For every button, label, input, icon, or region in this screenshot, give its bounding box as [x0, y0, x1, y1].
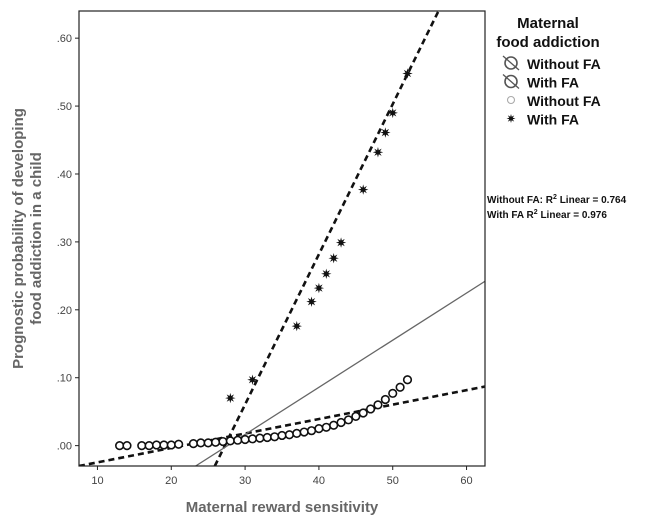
point-with-fa — [380, 127, 391, 138]
point-without-fa — [395, 382, 405, 392]
point-without-fa — [358, 408, 368, 418]
y-tick-label: .60 — [57, 33, 72, 45]
x-tick-label: 60 — [460, 475, 472, 487]
point-with-fa — [313, 282, 325, 294]
r-squared-label: Without FA: R2 Linear = 0.764 — [487, 194, 627, 206]
point-without-fa — [402, 375, 413, 385]
point-without-fa — [174, 439, 184, 449]
y-axis-title-line-1: Prognostic probability of developing — [10, 108, 27, 369]
r-squared-label: With FA R2 Linear = 0.976 — [487, 209, 607, 221]
y-tick-label: .00 — [57, 441, 72, 453]
legend-marker-line-icon — [502, 74, 520, 89]
x-axis-title: Maternal reward sensitivity — [186, 499, 379, 516]
point-without-fa — [203, 438, 213, 448]
point-without-fa — [284, 430, 294, 440]
point-with-fa — [402, 68, 413, 79]
legend-marker-line-icon — [502, 55, 520, 71]
point-without-fa — [233, 435, 243, 445]
y-tick-label: .50 — [57, 101, 72, 113]
legend: Maternal food addiction Without FA With F… — [496, 15, 600, 128]
r-squared-annotations: Without FA: R2 Linear = 0.764 With FA R2 … — [487, 194, 627, 221]
point-without-fa — [247, 434, 258, 444]
x-tick-label: 40 — [313, 475, 325, 487]
legend-entry: With FA — [506, 112, 579, 128]
point-without-fa — [218, 436, 228, 447]
y-axis-title-line-2: food addiction in a child — [28, 152, 45, 325]
legend-label: Without FA — [527, 93, 601, 109]
fit-line-without-fa — [79, 385, 485, 466]
point-without-fa — [277, 430, 287, 441]
point-without-fa — [329, 420, 339, 430]
legend-entry: With FA — [502, 74, 579, 91]
data-points — [114, 68, 413, 451]
point-without-fa — [210, 437, 221, 447]
point-without-fa — [188, 438, 199, 449]
point-with-fa — [247, 374, 258, 385]
x-tick-label: 10 — [91, 475, 103, 487]
point-without-fa — [159, 440, 169, 450]
y-tick-label: .20 — [57, 305, 72, 317]
point-with-fa — [291, 320, 302, 332]
legend-title-line-2: food addiction — [496, 34, 599, 51]
point-without-fa — [270, 432, 280, 442]
point-without-fa — [343, 415, 354, 425]
fit-lines — [79, 11, 485, 466]
legend-entry: Without FA — [506, 93, 601, 109]
y-tick-label: .10 — [57, 373, 72, 385]
point-without-fa — [292, 428, 302, 439]
point-without-fa — [314, 424, 324, 434]
point-without-fa — [144, 441, 154, 451]
point-without-fa — [306, 426, 317, 436]
point-with-fa — [372, 147, 384, 158]
axis-ticks: 10 20 30 40 50 60 .00 .10 .20 .30 .40 .50 .60 — [57, 33, 473, 487]
point-without-fa — [299, 427, 309, 437]
legend-title-line-1: Maternal — [517, 15, 579, 32]
point-with-fa — [225, 392, 236, 404]
fit-line-with-fa — [213, 11, 440, 466]
legend-marker-fit-icon — [504, 74, 518, 89]
point-without-fa — [365, 404, 376, 414]
point-without-fa — [137, 441, 147, 451]
point-without-fa — [388, 388, 398, 398]
point-without-fa — [114, 441, 125, 451]
point-with-fa — [358, 184, 369, 195]
point-with-fa — [306, 296, 317, 307]
legend-marker-circle-icon — [506, 95, 516, 105]
y-tick-label: .30 — [57, 237, 72, 249]
point-without-fa — [122, 441, 132, 451]
point-without-fa — [380, 394, 390, 405]
y-axis-title: Prognostic probability of developing foo… — [10, 108, 45, 369]
point-with-fa — [335, 237, 347, 248]
legend-label: Without FA — [527, 56, 601, 72]
point-without-fa — [225, 436, 235, 446]
point-without-fa — [262, 432, 272, 443]
legend-label: With FA — [527, 112, 579, 128]
x-tick-label: 50 — [387, 475, 399, 487]
point-without-fa — [321, 422, 331, 432]
point-without-fa — [336, 417, 346, 428]
point-without-fa — [255, 433, 265, 443]
point-without-fa — [151, 440, 162, 450]
legend-label: With FA — [527, 75, 579, 91]
point-with-fa — [387, 107, 398, 119]
point-without-fa — [351, 411, 361, 422]
point-with-fa — [328, 252, 339, 264]
y-tick-label: .40 — [57, 169, 72, 181]
legend-entry: Without FA — [502, 55, 601, 72]
point-without-fa — [166, 440, 176, 450]
point-without-fa — [240, 434, 250, 445]
point-with-fa — [321, 268, 332, 280]
point-without-fa — [196, 438, 206, 448]
legend-marker-star-icon — [506, 114, 516, 123]
x-tick-label: 30 — [239, 475, 251, 487]
plot-frame — [78, 10, 486, 467]
legend-marker-fit-icon — [504, 56, 518, 70]
point-without-fa — [373, 400, 383, 410]
x-tick-label: 20 — [165, 475, 177, 487]
